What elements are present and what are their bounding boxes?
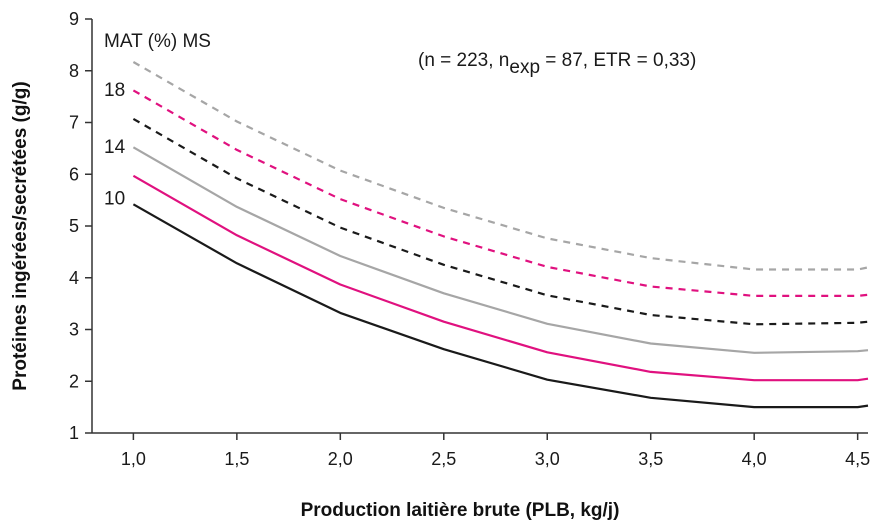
stats-subscript: exp [509,57,540,78]
curve-label: 18 [104,80,125,101]
x-tick-label: 4,5 [845,449,870,469]
series-line-s1 [132,203,869,409]
x-tick-label: 1,5 [224,449,249,469]
stats-prefix: (n = 223, n [418,50,509,71]
series-lines [132,61,869,409]
x-axis-title: Production laitière brute (PLB, kg/j) [301,500,620,521]
x-tick-label: 2,0 [328,449,353,469]
stats-suffix: = 87, ETR = 0,33) [540,50,696,71]
x-axis-ticks: 1,0 1,5 2,0 2,5 3,0 3,5 4,0 4,5 [121,433,870,469]
x-tick-label: 2,5 [431,449,456,469]
curve-labels: 18 14 10 [104,80,126,210]
y-tick-label: 8 [69,61,79,81]
series-line-s3 [132,146,869,354]
y-tick-label: 1 [69,423,79,443]
curve-label: 14 [104,137,126,158]
x-tick-label: 4,0 [742,449,767,469]
y-axis-ticks: 1 2 3 4 5 6 7 8 9 [69,9,92,443]
series-line-s2 [132,174,869,382]
series-line-s4 [132,117,869,326]
series-line-s6 [132,61,869,271]
plot-area: 1 2 3 4 5 6 7 8 9 1,0 1,5 2,0 2,5 3,0 3,5 4,0 4,5 [69,9,870,469]
x-tick-label: 3,5 [638,449,663,469]
y-tick-label: 4 [69,268,79,288]
y-tick-label: 6 [69,164,79,184]
x-tick-label: 1,0 [121,449,146,469]
stats-annotation: (n = 223, nexp = 87, ETR = 0,33) [418,50,696,78]
y-axis-title: Protéines ingérées/secrétées (g/g) [10,81,31,390]
y-tick-label: 7 [69,113,79,133]
y-tick-label: 5 [69,216,79,236]
x-tick-label: 3,0 [535,449,560,469]
series-line-s5 [132,89,869,297]
y-tick-label: 3 [69,320,79,340]
curve-label: 10 [104,189,125,210]
y-tick-label: 2 [69,371,79,391]
mat-title: MAT (%) MS [104,31,211,52]
y-tick-label: 9 [69,9,79,29]
